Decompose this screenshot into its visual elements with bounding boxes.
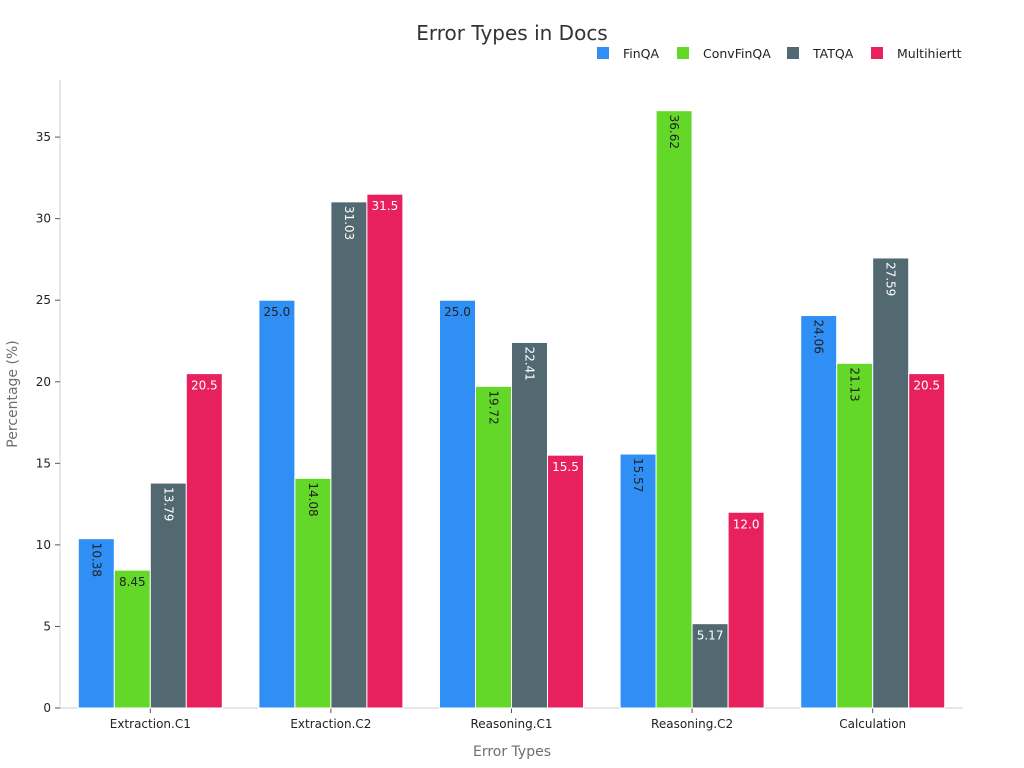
bar-convfinqa-reasoning-c1 (475, 385, 512, 709)
y-tick-label: 10 (36, 538, 51, 552)
bar-multihiertt-extraction-c1 (185, 373, 223, 709)
bar-multihiertt-calculation (908, 373, 946, 709)
data-label: 36.62 (667, 115, 681, 149)
y-tick-label: 5 (43, 619, 51, 633)
data-label: 22.41 (523, 346, 537, 380)
data-label: 13.79 (161, 487, 175, 521)
bar-convfinqa-extraction-c2 (294, 477, 332, 709)
bar-finqa-reasoning-c2 (619, 453, 657, 709)
x-tick-label: Reasoning.C1 (470, 717, 552, 731)
data-label: 10.38 (89, 543, 103, 577)
legend-label: TATQA (812, 46, 854, 61)
y-tick-label: 20 (36, 375, 51, 389)
legend-item-tatqa: TATQA (787, 46, 854, 61)
bar-convfinqa-calculation (836, 362, 874, 709)
bar-tatqa-extraction-c2 (330, 201, 368, 709)
legend: FinQA ConvFinQA TATQA Multihiertt (597, 46, 962, 61)
bar-finqa-reasoning-c1 (439, 299, 476, 709)
x-tick-label: Extraction.C1 (110, 717, 191, 731)
data-label: 12.0 (733, 517, 760, 531)
y-tick-label: 30 (36, 212, 51, 226)
bar-tatqa-calculation (872, 257, 910, 709)
data-label: 8.45 (119, 575, 146, 589)
x-axis-title: Error Types (473, 744, 551, 760)
bar-tatqa-reasoning-c2 (691, 623, 729, 709)
data-label: 25.0 (264, 305, 291, 319)
data-label: 24.06 (812, 320, 826, 354)
y-tick-label: 35 (36, 130, 51, 144)
bar-multihiertt-reasoning-c2 (727, 511, 765, 709)
bar-multihiertt-reasoning-c1 (547, 454, 584, 709)
y-axis-ticks: 0 5 10 15 20 25 30 35 (36, 130, 60, 715)
bars (77, 110, 946, 709)
x-axis-ticks: Extraction.C1 Extraction.C2 Reasoning.C1 Re… (110, 708, 906, 731)
chart-title: Error Types in Docs (416, 21, 607, 45)
data-label: 15.57 (631, 458, 645, 492)
legend-swatch (871, 47, 883, 59)
data-label: 19.72 (487, 390, 501, 424)
data-label: 14.08 (306, 482, 320, 516)
legend-item-multihiertt: Multihiertt (871, 46, 962, 61)
legend-item-convfinqa: ConvFinQA (677, 46, 771, 61)
legend-swatch (597, 47, 609, 59)
data-label: 31.5 (372, 199, 399, 213)
data-label: 27.59 (884, 262, 898, 296)
legend-label: ConvFinQA (703, 46, 771, 61)
y-tick-label: 0 (43, 701, 51, 715)
y-tick-label: 25 (36, 293, 51, 307)
data-label: 21.13 (848, 367, 862, 401)
legend-label: FinQA (623, 46, 660, 61)
legend-swatch (677, 47, 689, 59)
y-axis-title: Percentage (%) (5, 340, 21, 447)
data-labels: 10.38 8.45 13.79 20.5 25.0 14.08 31.03 31.5 25.0… (89, 115, 940, 643)
data-label: 31.03 (342, 206, 356, 240)
bar-tatqa-reasoning-c1 (511, 341, 548, 709)
data-label: 25.0 (444, 305, 471, 319)
bar-finqa-extraction-c2 (258, 299, 296, 709)
bar-finqa-calculation (800, 315, 838, 709)
data-label: 5.17 (697, 629, 724, 643)
legend-label: Multihiertt (897, 46, 962, 61)
x-tick-label: Reasoning.C2 (651, 717, 733, 731)
bar-finqa-extraction-c1 (77, 538, 115, 709)
bar-convfinqa-reasoning-c2 (655, 110, 693, 709)
x-tick-label: Calculation (839, 717, 906, 731)
x-tick-label: Extraction.C2 (290, 717, 371, 731)
bar-convfinqa-extraction-c1 (113, 569, 151, 709)
bar-multihiertt-extraction-c2 (366, 193, 404, 709)
data-label: 15.5 (552, 460, 579, 474)
data-label: 20.5 (913, 379, 940, 393)
legend-item-finqa: FinQA (597, 46, 660, 61)
legend-swatch (787, 47, 799, 59)
y-tick-label: 15 (36, 456, 51, 470)
data-label: 20.5 (191, 379, 218, 393)
